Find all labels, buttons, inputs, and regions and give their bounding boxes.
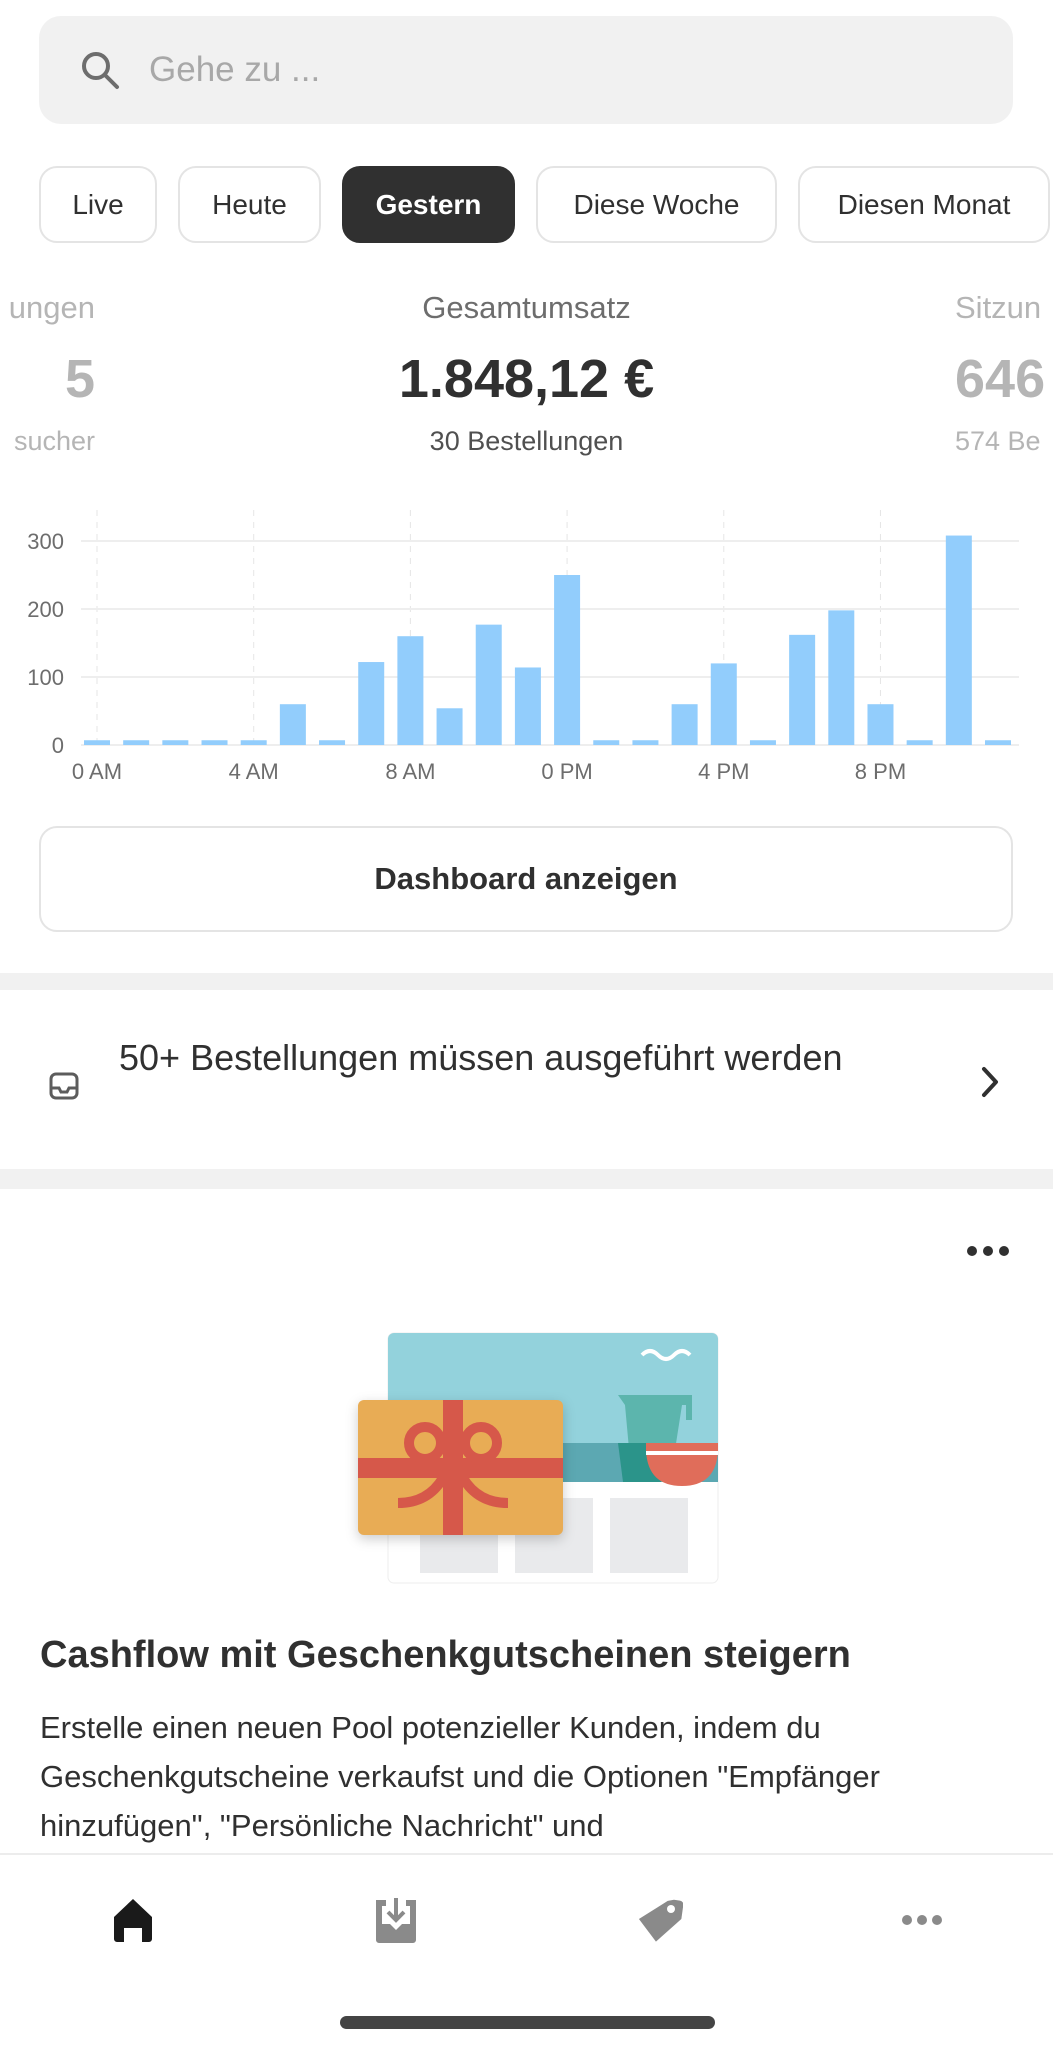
search-placeholder: Gehe zu ... [149,50,321,89]
tab-heute[interactable]: Heute [178,166,321,243]
stat-left-value: 5 [64,349,95,409]
x-tick-label: 0 AM [72,759,122,784]
bar [749,740,776,745]
stat-right-label: Sitzun [955,290,1042,325]
x-tick-label: 8 AM [385,759,435,784]
stat-left-label: ungen [8,290,95,325]
orders-icon [376,1898,416,1943]
bar [162,740,189,745]
bar [475,624,502,745]
dashboard-button[interactable]: Dashboard anzeigen [39,826,1013,932]
y-tick-label: 100 [27,665,64,690]
bar [514,667,541,745]
y-tick-label: 0 [52,733,64,758]
inbox-icon [49,1072,79,1100]
tag-icon [638,1899,683,1942]
bar [710,663,737,745]
bar [632,740,659,745]
stat-center-value: 1.848,12 € [398,349,655,409]
tab-diesen-monat[interactable]: Diesen Monat [798,166,1050,243]
section-divider [0,1169,1053,1189]
bar [240,740,267,745]
nav-home[interactable] [108,1895,158,1945]
tab-live[interactable]: Live [39,166,157,243]
stat-center-label: Gesamtumsatz [422,290,631,325]
bar [906,740,933,745]
x-tick-label: 8 PM [855,759,906,784]
section-divider [0,973,1053,990]
tab-gestern[interactable]: Gestern [342,166,515,243]
bar [358,662,385,745]
gift-card-illustration [358,1332,719,1584]
bar [436,708,463,745]
bar [985,740,1011,745]
more-icon [902,1915,942,1925]
bar [671,704,698,745]
x-tick-label: 4 AM [229,759,279,784]
bar [554,575,581,745]
bar [593,740,620,745]
y-tick-label: 300 [27,529,64,554]
bar [84,740,110,745]
home-indicator[interactable] [340,2016,715,2029]
bar [828,610,855,745]
nav-products[interactable] [635,1895,685,1945]
bar [201,740,228,745]
stat-right-sub: 574 Be [955,426,1041,456]
y-tick-label: 200 [27,597,64,622]
bar [867,704,894,745]
bar [319,740,346,745]
bar-chart: 0 100 200 300 0 AM 4 AM 8 AM 0 PM 4 PM 8 PM [27,510,1019,784]
x-tick-label: 0 PM [541,759,592,784]
bar [123,740,150,745]
search-icon [82,52,119,89]
stat-center-sub: 30 Bestellungen [429,426,624,456]
stat-right-value: 646 [955,349,1046,409]
x-tick-label: 4 PM [698,759,749,784]
bar [789,634,816,745]
chevron-right-icon [982,1067,998,1097]
card-body: Erstelle einen neuen Pool potenzieller K… [40,1710,880,1843]
more-options-icon[interactable] [965,1244,1011,1258]
bar [945,535,972,745]
bar [397,636,424,745]
bar [279,704,306,745]
stat-left-sub: sucher [13,426,95,456]
nav-more[interactable] [897,1895,947,1945]
banner-text: 50+ Bestellungen müssen ausgeführt werde… [119,1037,843,1078]
card-title: Cashflow mit Geschenkgutscheinen steiger… [40,1634,851,1676]
nav-orders[interactable] [371,1895,421,1945]
tab-diese-woche[interactable]: Diese Woche [536,166,777,243]
search-input[interactable]: Gehe zu ... [39,16,1013,124]
home-icon [114,1899,152,1942]
bottom-nav [0,1853,1053,2048]
